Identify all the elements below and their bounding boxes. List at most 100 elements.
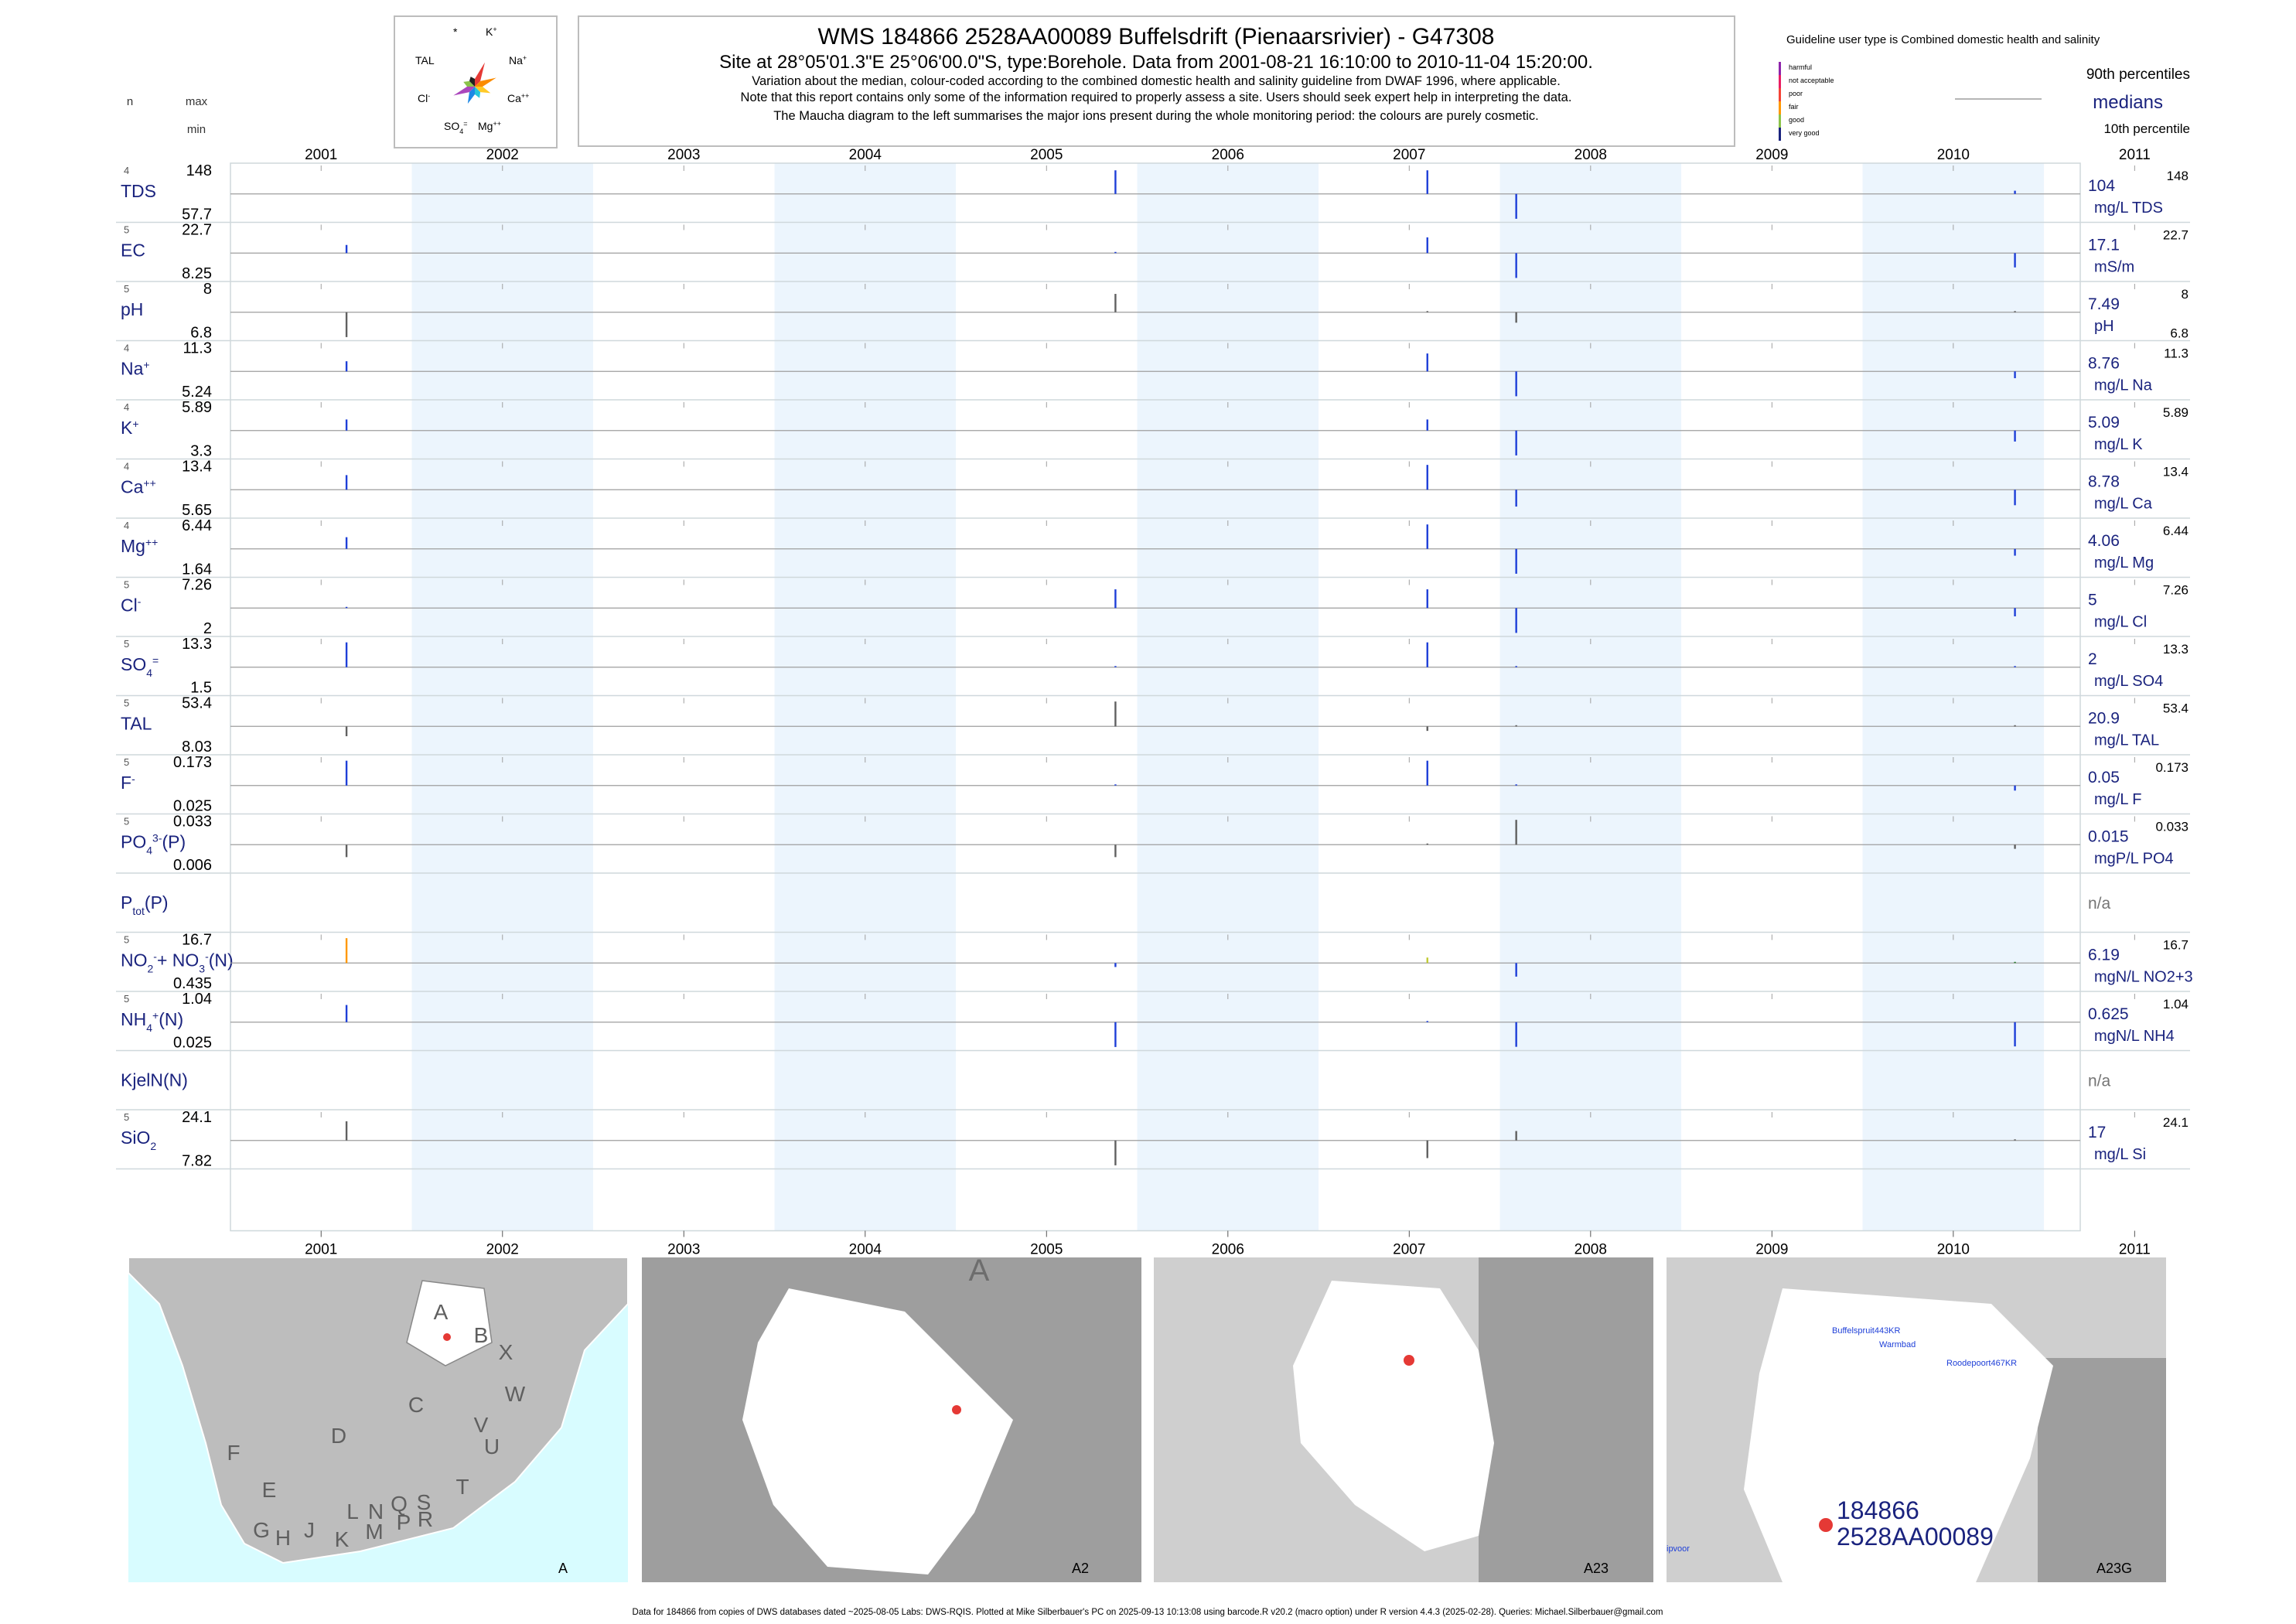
param-p90: 1.04 [2163, 997, 2189, 1012]
legend-swatch [1779, 101, 1781, 114]
map-region-label: L [346, 1499, 359, 1523]
param-unit: mg/L TAL [2094, 732, 2159, 749]
x-tick-label-top: 2008 [1574, 147, 1607, 163]
param-label: F- [121, 773, 135, 793]
param-unit: mgN/L NO2+3 [2094, 969, 2193, 986]
map-region-label: D [331, 1424, 346, 1448]
param-n: 5 [124, 698, 129, 709]
map-corner-label: A23G [2096, 1561, 2132, 1576]
param-max: 8 [203, 281, 212, 298]
param-median: 0.625 [2088, 1005, 2129, 1023]
map-place-label: Warmbad [1879, 1340, 1916, 1349]
legend-label: fair [1789, 103, 1799, 111]
legend-medians: medians [2093, 92, 2163, 113]
plot-frame [230, 162, 2081, 1232]
legend-label: very good [1789, 129, 1820, 137]
param-min: 7.82 [182, 1153, 212, 1170]
legend-swatch [1779, 88, 1781, 101]
maucha-petal [475, 87, 491, 94]
min-column-label: min [187, 123, 206, 136]
param-p90: 8 [2182, 287, 2189, 302]
map-region-label: C [408, 1393, 424, 1417]
map-region-label: X [499, 1340, 513, 1364]
param-label: NH4+(N) [121, 1009, 183, 1034]
legend-title: Guideline user type is Combined domestic… [1786, 33, 2100, 46]
map-region-label: P [397, 1510, 411, 1534]
map-region-label: B [474, 1323, 489, 1347]
param-min: 8.03 [182, 739, 212, 756]
x-tick-label-bottom: 2010 [1937, 1242, 1970, 1258]
param-max: 0.173 [173, 754, 212, 771]
map-region-label: S [417, 1490, 432, 1514]
maucha-label-ca: Ca++ [507, 92, 529, 104]
legend-p10: 10th percentile [2103, 121, 2190, 136]
x-tick-label-top: 2005 [1030, 147, 1063, 163]
param-label: SiO2 [121, 1128, 156, 1152]
param-unit: pH [2094, 318, 2114, 335]
map-region-label: V [474, 1413, 489, 1437]
param-n: 5 [124, 283, 129, 295]
param-p90: 24.1 [2163, 1115, 2189, 1130]
param-max: 0.033 [173, 814, 212, 831]
x-tick-label-top: 2001 [305, 147, 337, 163]
param-n: 5 [124, 756, 129, 768]
map-place-label: Buffelspruit443KR [1832, 1326, 1901, 1336]
map-site-id: 184866 [1837, 1496, 1919, 1524]
legend-swatch [1779, 75, 1781, 88]
map-site-code: 2528AA00089 [1837, 1523, 1994, 1551]
param-unit: mg/L Si [2094, 1146, 2146, 1163]
param-min: 1.64 [182, 561, 212, 578]
param-label: TAL [121, 714, 152, 734]
legend-swatch [1779, 114, 1781, 128]
map-corner-label: A [558, 1561, 568, 1576]
map-place-label: ipvoor [1667, 1544, 1690, 1554]
map-region-label: R [418, 1507, 433, 1531]
map-place-label: Roodepoort467KR [1946, 1359, 2017, 1368]
map-panel-A23: A23 [1154, 1257, 1653, 1582]
map-region-label: H [275, 1526, 291, 1550]
legend-swatch [1779, 62, 1781, 75]
param-p90: 13.3 [2163, 642, 2189, 657]
x-tick-label-bottom: 2004 [849, 1242, 882, 1258]
param-unit: mg/L Cl [2094, 614, 2147, 631]
note-line-2: Note that this report contains only some… [741, 90, 1572, 104]
param-min: 8.25 [182, 265, 212, 282]
param-median: 8.78 [2088, 473, 2120, 491]
year-shading [774, 163, 957, 1231]
year-shading [1137, 163, 1319, 1231]
param-median: 6.19 [2088, 947, 2120, 964]
x-tick-label-bottom: 2003 [667, 1242, 700, 1258]
param-label: Na+ [121, 359, 150, 379]
param-unit: mg/L Mg [2094, 554, 2154, 571]
param-median: 5.09 [2088, 414, 2120, 432]
max-column-label: max [186, 95, 208, 108]
map-region-label: T [455, 1475, 469, 1499]
map-corner-label: A2 [1072, 1561, 1089, 1576]
maucha-label-so4: SO4= [444, 120, 468, 135]
maucha-label-cl: Cl- [418, 92, 430, 104]
x-tick-label-bottom: 2011 [2119, 1242, 2151, 1258]
param-n: 5 [124, 579, 129, 591]
param-unit: mg/L K [2094, 436, 2143, 453]
param-n: 4 [124, 165, 129, 176]
x-tick-label-bottom: 2001 [305, 1242, 337, 1258]
year-shading [1862, 163, 2045, 1231]
param-p90: 5.89 [2163, 405, 2189, 420]
note-line-3: The Maucha diagram to the left summarise… [773, 109, 1539, 123]
param-p90: 13.4 [2163, 465, 2189, 479]
maucha-petal [475, 62, 486, 87]
map-region-label: G [253, 1518, 270, 1542]
param-min: 1.5 [190, 680, 212, 697]
param-max: 1.04 [182, 991, 212, 1008]
param-p10: 6.8 [2170, 326, 2189, 341]
maucha-petal [475, 87, 481, 98]
param-unit: mg/L F [2094, 791, 2142, 808]
legend-swatch [1779, 128, 1781, 141]
x-tick-label-top: 2006 [1212, 147, 1244, 163]
map-region-label: Q [391, 1492, 408, 1516]
param-n: 5 [124, 816, 129, 827]
legend-label: good [1789, 116, 1804, 124]
param-label: Ca++ [121, 477, 156, 497]
param-n: 5 [124, 993, 129, 1005]
param-median: 0.05 [2088, 769, 2120, 786]
